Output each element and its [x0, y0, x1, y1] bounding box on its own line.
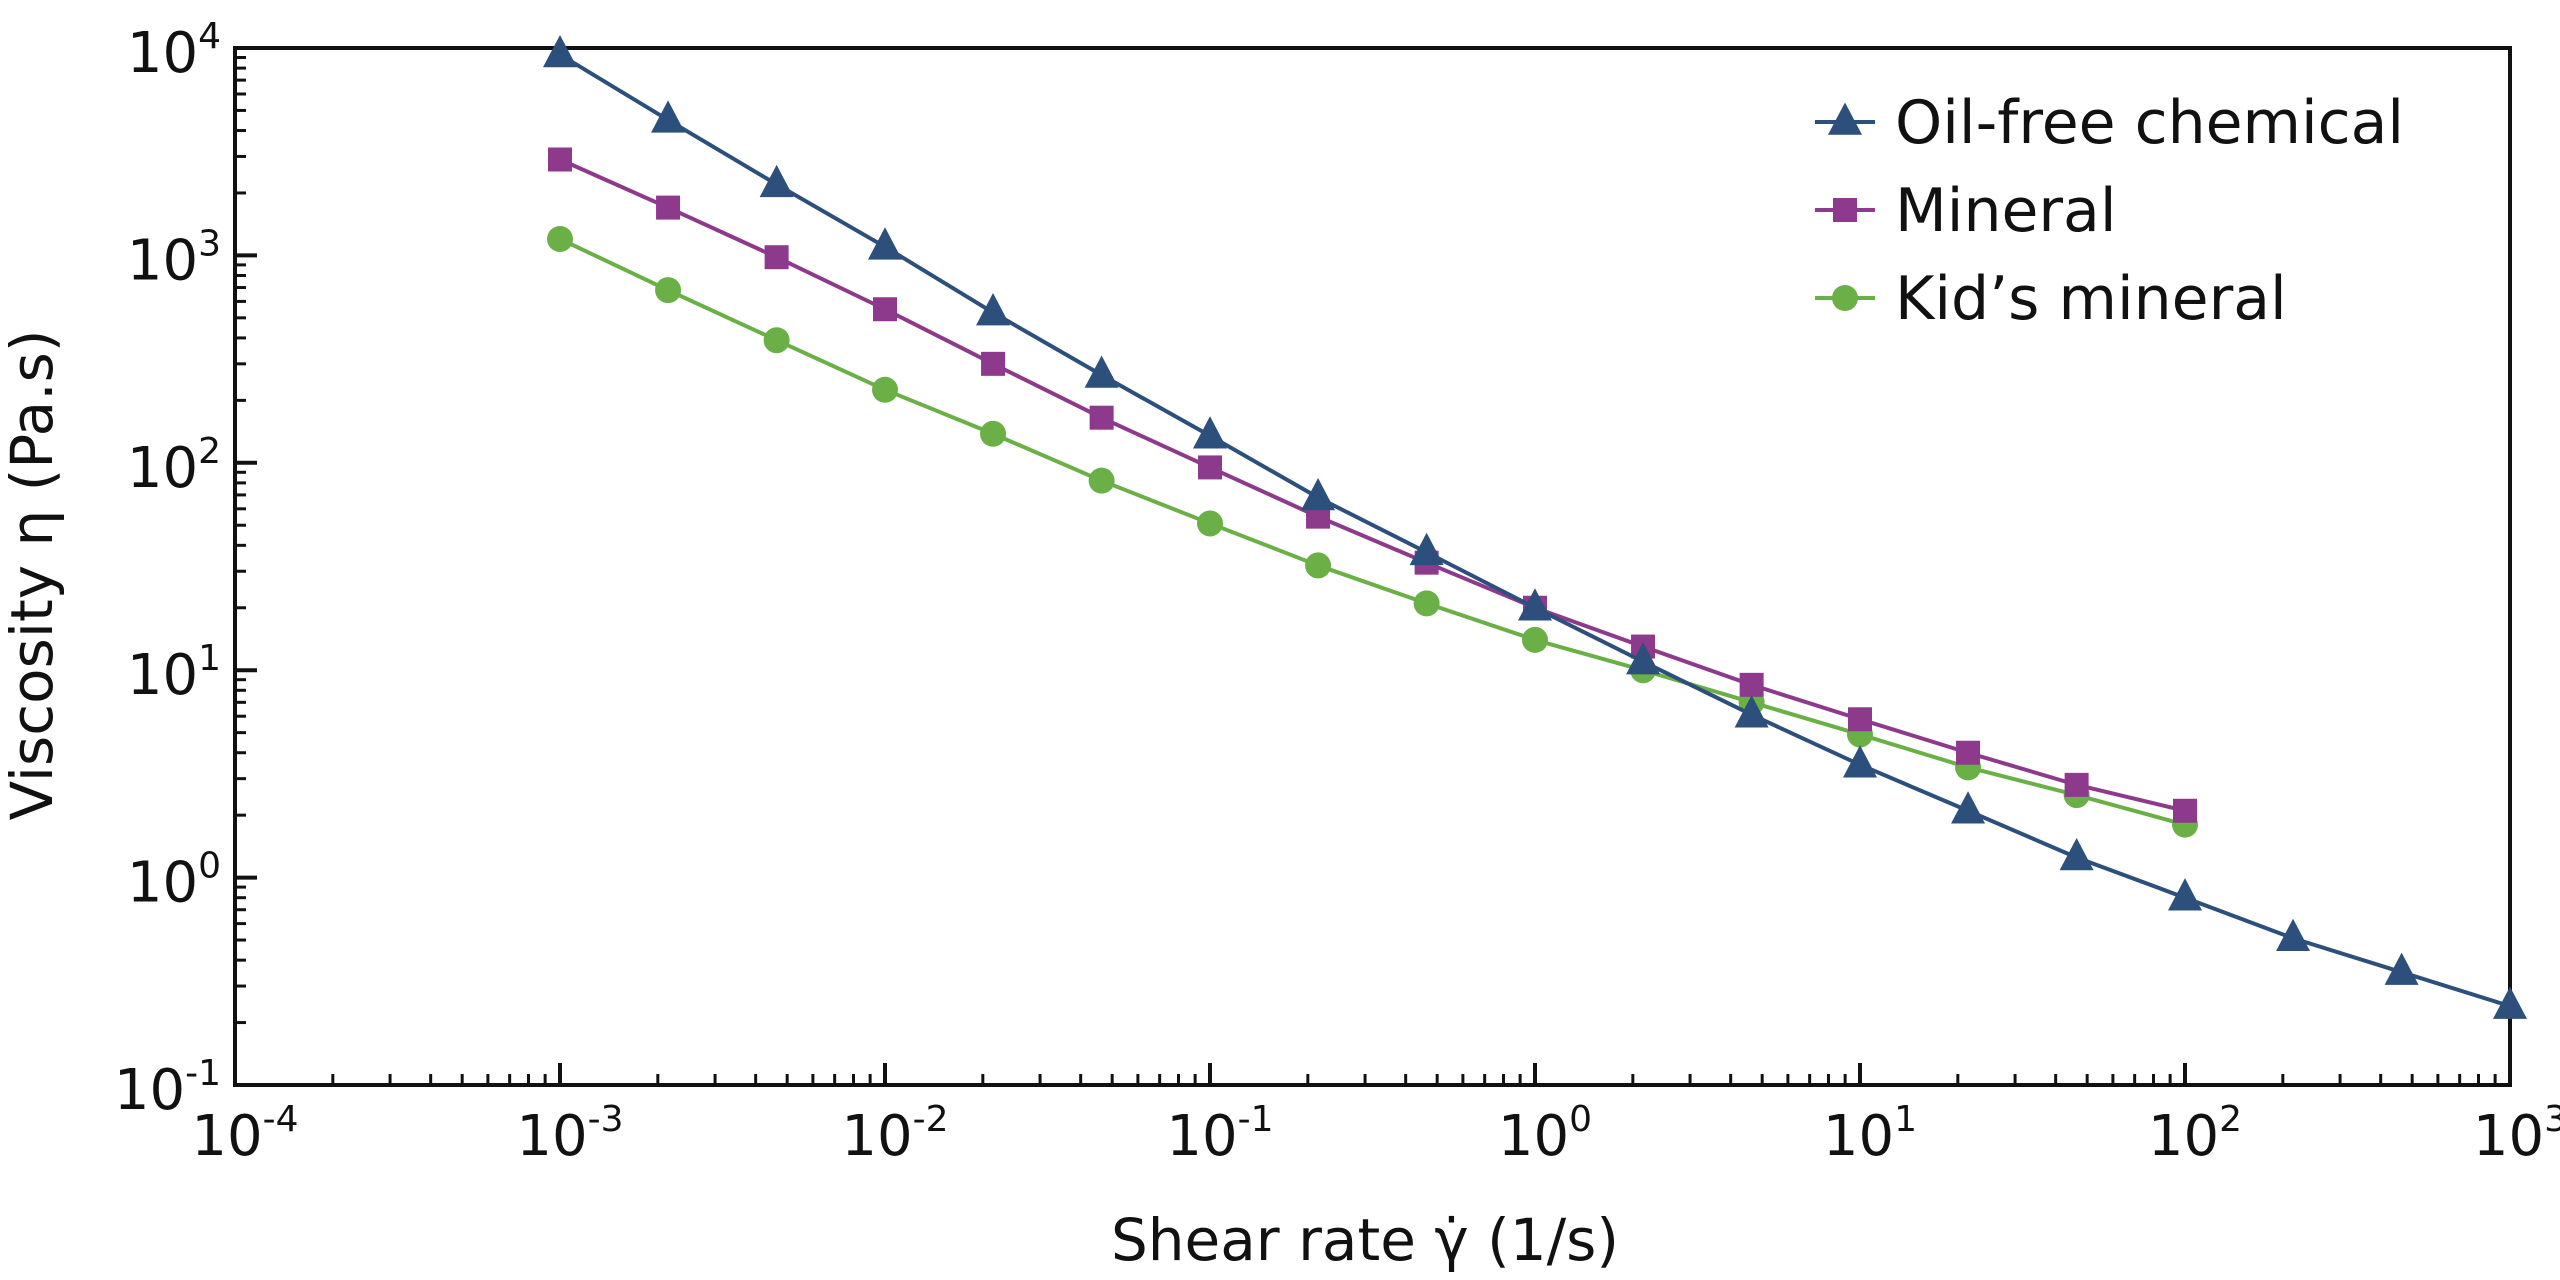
x-tick-labels: 10-4 10-3 10-2 10-1 100 101 102 103: [191, 1099, 2560, 1169]
data-point-oil-free-chemical: [543, 34, 577, 68]
data-point-kid-s-mineral: [655, 277, 682, 304]
x-axis-title: Shear rate γ̇ (1/s): [1111, 1206, 1619, 1274]
legend-label: Oil-free chemical: [1895, 88, 2404, 158]
plot-frame: [233, 46, 2512, 1087]
x-tick-label: 10-2: [841, 1099, 948, 1169]
y-tick-label: 100: [127, 846, 221, 916]
legend-label: Mineral: [1895, 176, 2116, 246]
data-point-mineral: [548, 147, 572, 172]
data-point-oil-free-chemical: [1518, 588, 1552, 621]
data-point-mineral: [2064, 772, 2089, 797]
series-line-oil-free-chemical: [558, 52, 2511, 1009]
data-point-mineral: [873, 297, 897, 322]
series-layer: [543, 34, 2527, 1019]
data-point-oil-free-chemical: [2493, 986, 2527, 1019]
data-point-kid-s-mineral: [1522, 626, 1548, 653]
legend-marker-oil-free-chemical: [1828, 102, 1862, 135]
data-point-kid-s-mineral: [980, 420, 1007, 447]
legend-item-kid-s-mineral: Kid’s mineral: [1815, 264, 2287, 334]
major-ticks: [233, 46, 2512, 1087]
y-axis-title: Viscosity η (Pa.s): [0, 330, 66, 821]
data-point-oil-free-chemical: [1084, 355, 1119, 388]
data-point-kid-s-mineral: [872, 376, 898, 403]
legend: Oil-free chemical Mineral Kid’s mineral: [1815, 88, 2404, 334]
series-oil-free-chemical: [543, 34, 2527, 1019]
data-point-oil-free-chemical: [1409, 532, 1444, 566]
x-tick-label: 101: [1823, 1099, 1917, 1169]
data-point-oil-free-chemical: [1626, 642, 1661, 675]
y-tick-label: 104: [127, 16, 221, 86]
y-tick-label: 101: [127, 638, 221, 708]
data-point-oil-free-chemical: [1951, 791, 1986, 824]
data-point-mineral: [1198, 455, 1222, 480]
data-point-kid-s-mineral: [1088, 467, 1115, 494]
legend-marker-kid-s-mineral: [1832, 285, 1858, 311]
data-point-oil-free-chemical: [2168, 878, 2202, 911]
data-point-mineral: [981, 351, 1006, 376]
series-line-mineral: [559, 157, 2186, 813]
x-tick-label: 102: [2148, 1099, 2242, 1169]
data-point-oil-free-chemical: [1843, 745, 1877, 778]
legend-label: Kid’s mineral: [1895, 264, 2287, 334]
data-point-kid-s-mineral: [1413, 590, 1440, 617]
legend-item-mineral: Mineral: [1815, 176, 2116, 246]
data-point-mineral: [2173, 798, 2197, 823]
data-point-oil-free-chemical: [868, 227, 902, 260]
data-point-mineral: [1848, 707, 1872, 732]
data-point-oil-free-chemical: [759, 164, 794, 198]
x-tick-label: 100: [1498, 1099, 1592, 1169]
data-point-oil-free-chemical: [651, 100, 686, 133]
y-tick-label: 103: [127, 223, 221, 293]
data-point-kid-s-mineral: [1305, 552, 1332, 579]
x-tick-label: 10-3: [516, 1099, 623, 1169]
series-line-kid-s-mineral: [559, 237, 2186, 827]
y-tick-label: 10-1: [114, 1053, 221, 1123]
y-tick-labels: 10-1 100 101 102 103 104: [114, 16, 221, 1123]
data-point-mineral: [1089, 405, 1114, 430]
y-tick-label: 102: [127, 431, 221, 501]
data-point-kid-s-mineral: [763, 327, 790, 354]
x-tick-label: 10-4: [191, 1099, 298, 1169]
data-point-oil-free-chemical: [2384, 952, 2419, 985]
data-point-oil-free-chemical: [2276, 918, 2311, 951]
data-point-kid-s-mineral: [547, 225, 573, 252]
data-point-mineral: [656, 195, 681, 220]
x-tick-label: 10-1: [1166, 1099, 1273, 1169]
data-point-oil-free-chemical: [1301, 477, 1336, 511]
data-point-kid-s-mineral: [1197, 510, 1223, 537]
data-point-oil-free-chemical: [976, 293, 1011, 326]
data-point-oil-free-chemical: [1193, 416, 1227, 449]
series-mineral: [548, 147, 2197, 823]
data-point-mineral: [1956, 740, 1981, 765]
legend-item-oil-free-chemical: Oil-free chemical: [1815, 88, 2404, 158]
data-point-mineral: [764, 245, 789, 270]
data-point-mineral: [1739, 672, 1764, 697]
legend-marker-mineral: [1833, 198, 1857, 222]
minor-ticks: [235, 55, 2497, 1085]
data-point-oil-free-chemical: [2059, 837, 2094, 871]
x-tick-label: 103: [2473, 1099, 2560, 1169]
data-point-oil-free-chemical: [1734, 695, 1769, 728]
